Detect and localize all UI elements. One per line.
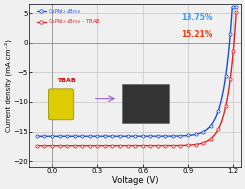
- Text: 13.75%: 13.75%: [182, 13, 213, 22]
- FancyBboxPatch shape: [122, 84, 169, 123]
- Y-axis label: Current density (mA cm⁻²): Current density (mA cm⁻²): [4, 39, 12, 132]
- Text: TBAB: TBAB: [57, 78, 75, 83]
- FancyBboxPatch shape: [48, 89, 74, 120]
- Text: 15.21%: 15.21%: [182, 30, 213, 39]
- Legend: CsPbI$_{2.4}$Br$_{0.6}$, CsPbI$_{2.4}$Br$_{0.6}$ - TBAB: CsPbI$_{2.4}$Br$_{0.6}$, CsPbI$_{2.4}$Br…: [36, 7, 101, 27]
- X-axis label: Voltage (V): Voltage (V): [112, 176, 158, 185]
